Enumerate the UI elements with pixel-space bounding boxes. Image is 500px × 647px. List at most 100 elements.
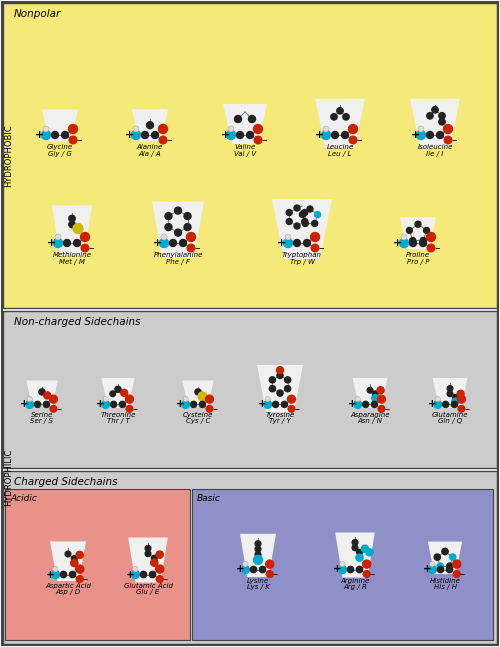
- Circle shape: [446, 563, 453, 569]
- Circle shape: [406, 227, 412, 234]
- Circle shape: [264, 400, 272, 408]
- Text: –: –: [384, 404, 390, 414]
- Circle shape: [145, 551, 151, 556]
- Polygon shape: [352, 378, 388, 408]
- Circle shape: [277, 373, 283, 378]
- Circle shape: [282, 401, 288, 408]
- Circle shape: [415, 221, 421, 227]
- Text: +: +: [236, 564, 244, 575]
- Circle shape: [302, 219, 308, 225]
- Text: Proline: Proline: [406, 252, 430, 258]
- Circle shape: [64, 239, 70, 247]
- Circle shape: [170, 239, 176, 247]
- Circle shape: [372, 395, 379, 402]
- Circle shape: [102, 400, 110, 408]
- Text: +: +: [278, 238, 286, 248]
- Circle shape: [50, 395, 58, 403]
- Circle shape: [72, 556, 77, 562]
- Circle shape: [416, 131, 426, 140]
- Circle shape: [74, 239, 80, 247]
- Circle shape: [55, 234, 61, 240]
- Circle shape: [442, 549, 448, 554]
- Polygon shape: [152, 202, 204, 258]
- Circle shape: [323, 126, 329, 132]
- Circle shape: [352, 545, 358, 551]
- Circle shape: [255, 541, 261, 547]
- Circle shape: [65, 551, 71, 557]
- Circle shape: [312, 221, 318, 226]
- Circle shape: [356, 549, 362, 555]
- Circle shape: [132, 566, 138, 572]
- Circle shape: [165, 213, 172, 219]
- Text: Serine: Serine: [31, 412, 53, 419]
- Circle shape: [447, 391, 453, 397]
- Polygon shape: [432, 378, 468, 408]
- Text: +: +: [36, 130, 44, 140]
- Text: –: –: [82, 574, 87, 584]
- Text: HYDROPHOBIC: HYDROPHOBIC: [4, 124, 14, 187]
- Circle shape: [266, 560, 274, 568]
- Circle shape: [457, 390, 464, 397]
- Circle shape: [454, 571, 460, 577]
- Circle shape: [372, 401, 378, 408]
- Text: +: +: [20, 399, 28, 410]
- Circle shape: [304, 239, 310, 247]
- Circle shape: [76, 576, 83, 582]
- Circle shape: [331, 114, 337, 120]
- Circle shape: [444, 124, 452, 133]
- Circle shape: [142, 131, 148, 138]
- Text: +: +: [348, 399, 356, 410]
- Circle shape: [378, 406, 385, 412]
- Circle shape: [450, 554, 456, 560]
- Circle shape: [439, 118, 445, 125]
- Text: +: +: [126, 130, 134, 140]
- Circle shape: [73, 223, 83, 234]
- Text: Asp / D: Asp / D: [56, 589, 80, 595]
- Polygon shape: [128, 538, 168, 582]
- Text: Threonine: Threonine: [100, 412, 136, 419]
- Polygon shape: [315, 99, 365, 147]
- Circle shape: [458, 406, 465, 412]
- Circle shape: [234, 116, 242, 122]
- Circle shape: [76, 565, 84, 573]
- Circle shape: [152, 555, 157, 561]
- Circle shape: [242, 565, 250, 573]
- Circle shape: [236, 131, 244, 138]
- Circle shape: [103, 397, 108, 402]
- Circle shape: [174, 207, 182, 214]
- Circle shape: [458, 395, 466, 403]
- Text: –: –: [451, 135, 457, 145]
- Polygon shape: [400, 217, 436, 249]
- Text: Arg / R: Arg / R: [343, 584, 367, 590]
- Circle shape: [276, 367, 283, 374]
- Text: +: +: [46, 569, 54, 580]
- Text: +: +: [332, 564, 342, 575]
- Polygon shape: [50, 542, 86, 581]
- Text: –: –: [166, 135, 172, 145]
- Circle shape: [452, 401, 458, 408]
- Circle shape: [60, 571, 66, 578]
- Circle shape: [145, 545, 151, 551]
- Circle shape: [343, 114, 349, 120]
- Circle shape: [190, 401, 196, 408]
- Circle shape: [410, 237, 416, 243]
- Circle shape: [180, 239, 186, 247]
- Circle shape: [294, 223, 300, 229]
- Text: +: +: [410, 130, 420, 140]
- Text: Met / M: Met / M: [59, 259, 85, 265]
- Text: Tyrosine: Tyrosine: [266, 412, 294, 419]
- Text: –: –: [194, 243, 200, 253]
- Circle shape: [426, 131, 434, 138]
- Circle shape: [152, 131, 158, 138]
- Circle shape: [364, 571, 370, 577]
- Circle shape: [132, 131, 140, 140]
- Text: Methionine: Methionine: [52, 252, 92, 258]
- Polygon shape: [257, 365, 303, 412]
- FancyBboxPatch shape: [3, 471, 497, 644]
- Circle shape: [338, 565, 346, 573]
- Text: Basic: Basic: [197, 494, 221, 503]
- Circle shape: [332, 131, 338, 138]
- Circle shape: [250, 566, 256, 573]
- Text: –: –: [318, 243, 324, 253]
- Circle shape: [342, 131, 348, 138]
